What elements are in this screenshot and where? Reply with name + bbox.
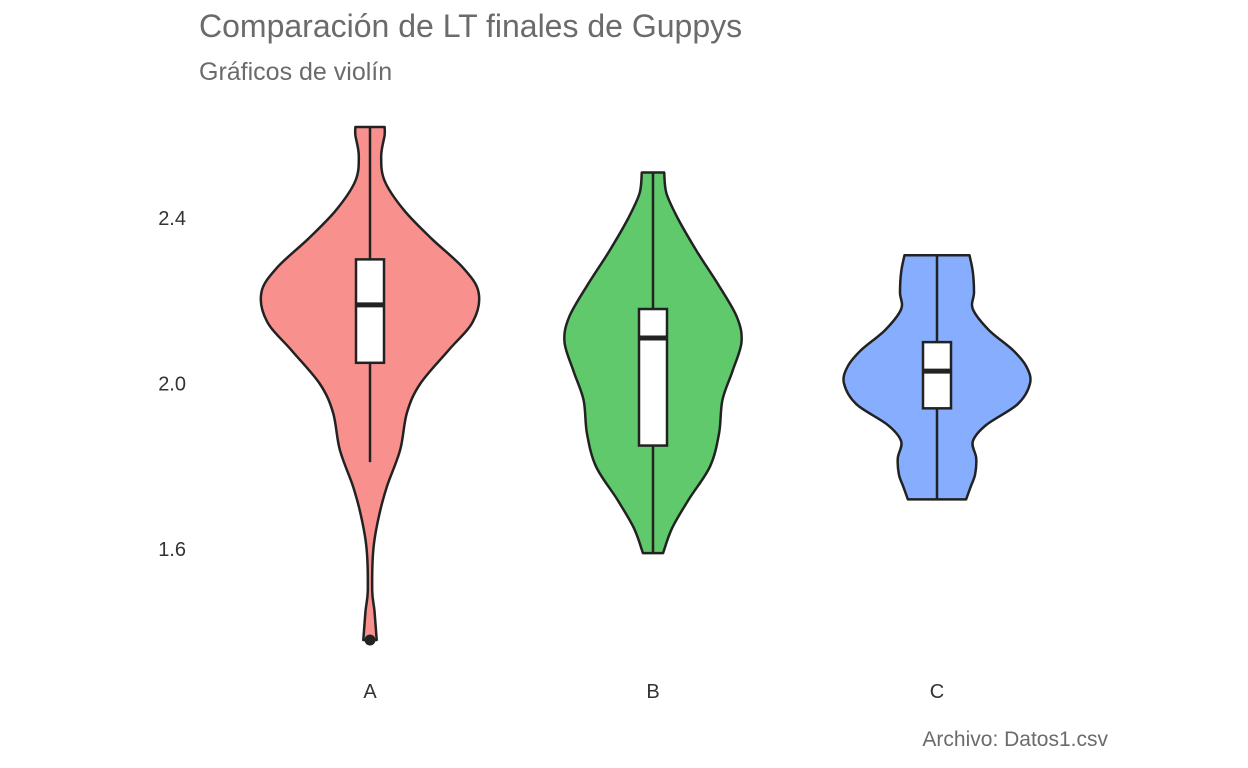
- box-A: [354, 258, 386, 365]
- chart-subtitle: Gráficos de violín: [199, 58, 393, 86]
- box-B: [637, 307, 669, 447]
- box-C: [921, 340, 953, 410]
- y-tick-label: 2.4: [158, 208, 186, 230]
- chart-title: Comparación de LT finales de Guppys: [199, 8, 743, 44]
- chart-caption: Archivo: Datos1.csv: [922, 728, 1108, 751]
- y-tick-label: 1.6: [158, 539, 186, 561]
- outlier-point: [364, 634, 376, 646]
- y-tick-label: 2.0: [158, 374, 186, 396]
- x-tick-label: A: [363, 681, 377, 703]
- x-tick-label: C: [930, 681, 944, 703]
- x-tick-label: B: [646, 681, 659, 703]
